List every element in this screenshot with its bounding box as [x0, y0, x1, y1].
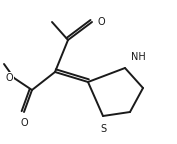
Text: S: S: [100, 124, 106, 134]
Text: O: O: [20, 118, 28, 128]
Text: O: O: [98, 17, 106, 27]
Text: O: O: [5, 73, 13, 83]
Text: NH: NH: [131, 52, 146, 62]
